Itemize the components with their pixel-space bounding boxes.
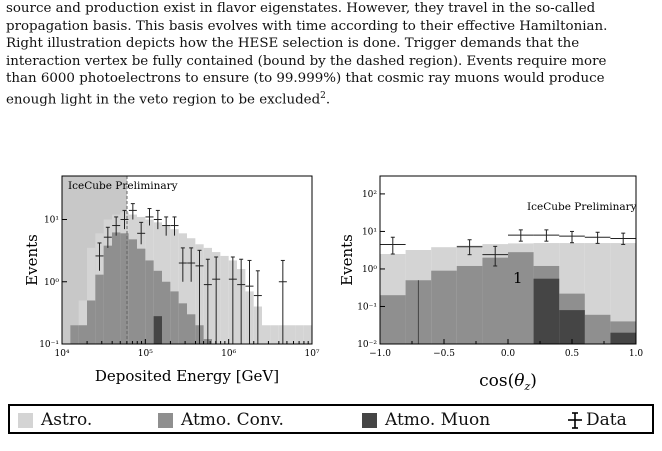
energy-annotation: IceCube Preliminary — [68, 180, 178, 192]
body-paragraph: source and production exist in flavor ei… — [6, 0, 658, 109]
conv-bar — [145, 260, 154, 344]
legend-item-astro: Astro. — [18, 410, 92, 430]
para-line: enough light in the veto region to be ex… — [6, 92, 321, 108]
muon-bar — [153, 316, 162, 344]
astro-bar — [87, 247, 96, 344]
para-period: . — [325, 92, 331, 108]
muon-bar — [610, 332, 636, 344]
y-tick-label: 10⁻² — [357, 340, 377, 350]
conv-bar — [112, 232, 121, 344]
y-tick-label: 10⁻¹ — [357, 302, 377, 312]
para-line: source and production exist in flavor ei… — [6, 1, 596, 16]
muon-bar — [559, 310, 585, 344]
x-tick-label: 0.5 — [565, 349, 580, 359]
x-tick-label: 10⁶ — [221, 349, 236, 359]
conv-bar — [78, 325, 87, 344]
conv-bar — [162, 281, 171, 344]
y-tick-label: 10⁻¹ — [39, 340, 59, 350]
x-tick-label: 10⁴ — [54, 349, 69, 359]
conv-bar — [178, 303, 187, 344]
conv-bar — [508, 252, 534, 344]
y-tick-label: 10² — [362, 190, 377, 200]
conv-bar — [87, 300, 96, 344]
zenith-plot: −1.0 −0.5 0.0 0.5 1.0 10⁻² 10⁻¹ 10⁰ 10¹ 10² IceCu… — [338, 175, 644, 393]
astro-bar — [170, 229, 179, 344]
y-tick-label: 10⁰ — [362, 265, 377, 275]
para-line: than 6000 photoelectrons to ensure (to 9… — [6, 71, 605, 87]
conv-bar — [95, 274, 104, 344]
astro-bar — [295, 325, 304, 344]
para-line: Right illustration depicts how the HESE … — [6, 36, 580, 52]
astro-bar — [78, 300, 87, 344]
conv-swatch — [158, 412, 173, 428]
energy-xlabel: Deposited Energy [GeV] — [95, 367, 279, 385]
conv-bar — [584, 314, 611, 344]
legend-item-data: Data — [566, 410, 627, 430]
astro-swatch — [18, 412, 33, 428]
y-tick-label: 10¹ — [44, 216, 59, 226]
astro-bar — [270, 325, 279, 344]
x-tick-label: 0.0 — [501, 349, 516, 359]
muon-swatch — [362, 412, 377, 428]
figure: 10⁴ 10⁵ 10⁶ 10⁷ 10⁻¹ 10⁰ 10¹ IceCube Prelimina… — [23, 175, 644, 393]
astro-bar — [187, 238, 196, 344]
x-tick-label: 1.0 — [629, 349, 644, 359]
conv-bar — [70, 325, 79, 344]
x-tick-label: 10⁵ — [138, 349, 153, 359]
conv-bar — [120, 233, 129, 344]
conv-bar — [431, 270, 457, 344]
conv-bar — [128, 239, 137, 344]
para-line: propagation basis. This basis evolves wi… — [6, 18, 608, 34]
zenith-xlabel: cos(θz) — [479, 371, 537, 393]
muon-bar — [533, 278, 560, 344]
energy-plot-frame — [61, 175, 313, 345]
y-tick-label: 10⁰ — [44, 278, 59, 288]
x-tick-label: −1.0 — [369, 349, 391, 359]
conv-bar — [153, 270, 162, 344]
legend-item-conv: Atmo. Conv. — [158, 410, 284, 430]
x-tick-label: −0.5 — [433, 349, 455, 359]
energy-plot: 10⁴ 10⁵ 10⁶ 10⁷ 10⁻¹ 10⁰ 10¹ IceCube Prelimina… — [23, 175, 320, 385]
y-tick-label: 10¹ — [362, 227, 377, 237]
astro-bar — [287, 325, 296, 344]
energy-ylabel: Events — [23, 234, 41, 286]
legend: Astro. Atmo. Conv. Atmo. Muon Data — [8, 404, 654, 434]
astro-bar — [178, 233, 187, 344]
footnote-mark: 2 — [320, 90, 326, 101]
zenith-ylabel: Events — [338, 234, 356, 286]
astro-bar — [303, 325, 312, 344]
legend-item-muon: Atmo. Muon — [362, 410, 490, 430]
conv-bar — [482, 257, 508, 344]
conv-bar — [137, 248, 146, 344]
zenith-mark-label: 1 — [513, 269, 523, 287]
para-line: interaction vertex be fully contained (b… — [6, 53, 607, 69]
para-line-last: enough light in the veto region to be ex… — [6, 88, 658, 109]
legend-label: Atmo. Muon — [385, 410, 491, 430]
conv-bar — [103, 245, 112, 344]
legend-label: Astro. — [41, 410, 93, 430]
conv-bar — [187, 314, 196, 344]
conv-bar — [456, 265, 483, 344]
x-tick-label: 10⁷ — [304, 349, 319, 359]
data-marker-icon — [568, 412, 582, 429]
conv-bar — [170, 291, 179, 344]
legend-label: Data — [586, 410, 627, 430]
legend-label: Atmo. Conv. — [181, 410, 284, 430]
zenith-annotation: IceCube Preliminary — [527, 201, 637, 213]
conv-bar — [380, 295, 406, 344]
astro-bar — [262, 325, 271, 344]
astro-bar — [220, 255, 229, 344]
